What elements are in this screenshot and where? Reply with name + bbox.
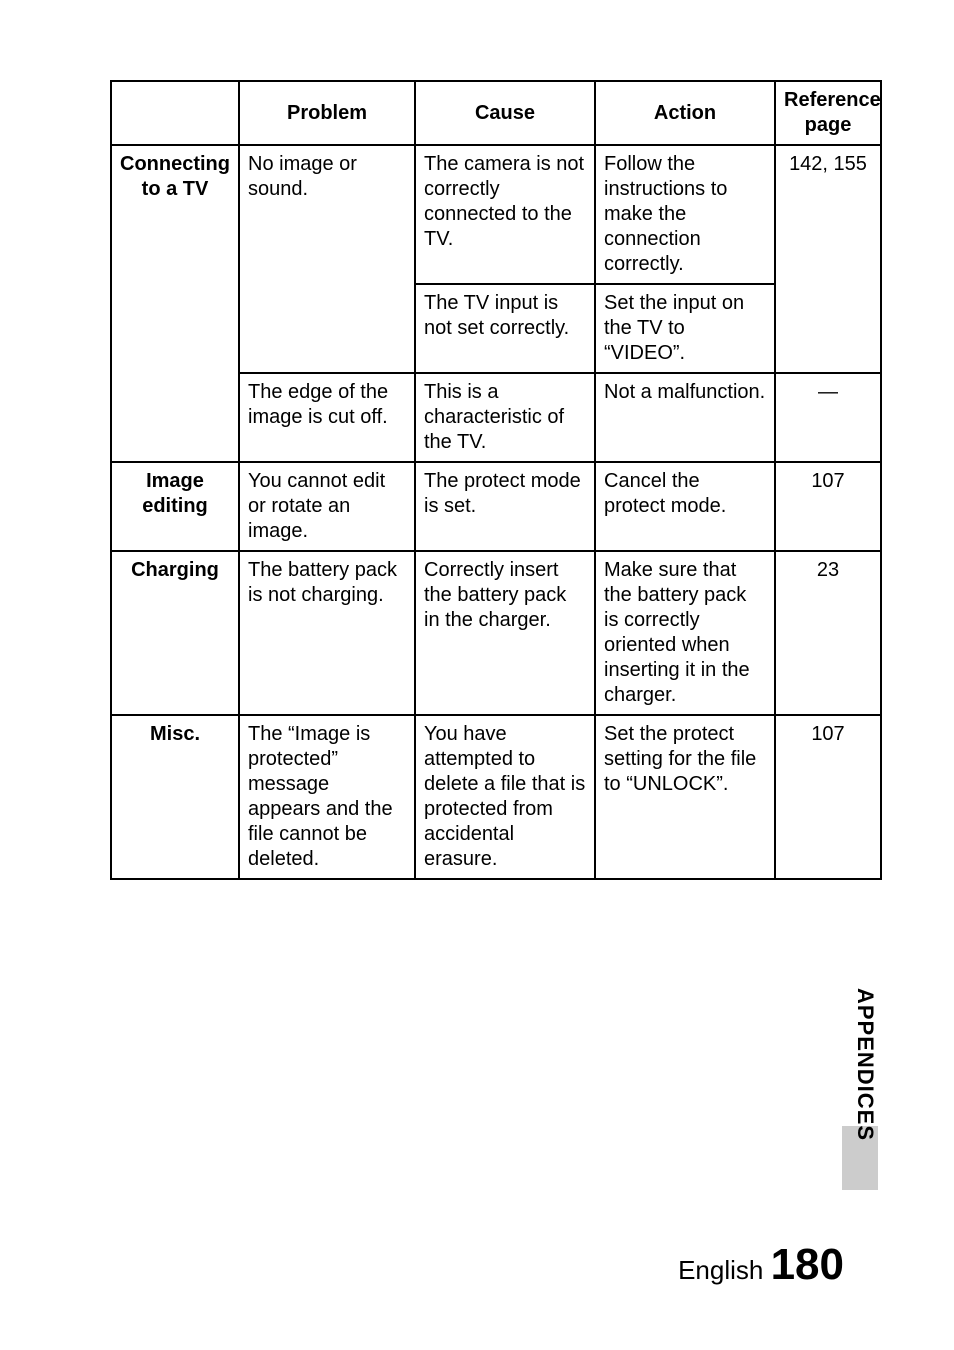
cell-action: Follow the instructions to make the conn… xyxy=(595,145,775,284)
header-action: Action xyxy=(595,81,775,145)
cell-problem: The edge of the image is cut off. xyxy=(239,373,415,462)
cell-cause: The camera is not correctly connected to… xyxy=(415,145,595,284)
page: Problem Cause Action Reference page Conn… xyxy=(0,0,954,1350)
category-charging: Charging xyxy=(111,551,239,715)
cell-action: Not a malfunction. xyxy=(595,373,775,462)
cell-reference: — xyxy=(775,373,881,462)
cell-cause: Correctly insert the battery pack in the… xyxy=(415,551,595,715)
footer-language: English xyxy=(678,1255,763,1285)
cell-problem: The “Image is protected” message appears… xyxy=(239,715,415,879)
table-header-row: Problem Cause Action Reference page xyxy=(111,81,881,145)
page-footer: English 180 xyxy=(678,1240,844,1290)
table-row: Charging The battery pack is not chargin… xyxy=(111,551,881,715)
cell-problem: The battery pack is not charging. xyxy=(239,551,415,715)
header-reference: Reference page xyxy=(775,81,881,145)
category-image-editing: Image editing xyxy=(111,462,239,551)
cell-action: Set the input on the TV to “VIDEO”. xyxy=(595,284,775,373)
table-row: Misc. The “Image is protected” message a… xyxy=(111,715,881,879)
category-connecting-tv: Connecting to a TV xyxy=(111,145,239,462)
table-row: Image editing You cannot edit or rotate … xyxy=(111,462,881,551)
table-row: Connecting to a TV No image or sound. Th… xyxy=(111,145,881,284)
header-category xyxy=(111,81,239,145)
cell-problem: You cannot edit or rotate an image. xyxy=(239,462,415,551)
cell-action: Set the protect setting for the file to … xyxy=(595,715,775,879)
cell-cause: You have attempted to delete a file that… xyxy=(415,715,595,879)
cell-action: Make sure that the battery pack is corre… xyxy=(595,551,775,715)
cell-cause: The TV input is not set correctly. xyxy=(415,284,595,373)
footer-page-number: 180 xyxy=(771,1240,844,1289)
cell-problem: No image or sound. xyxy=(239,145,415,373)
header-cause: Cause xyxy=(415,81,595,145)
cell-cause: The protect mode is set. xyxy=(415,462,595,551)
category-misc: Misc. xyxy=(111,715,239,879)
cell-reference: 23 xyxy=(775,551,881,715)
cell-reference: 142, 155 xyxy=(775,145,881,373)
cell-reference: 107 xyxy=(775,715,881,879)
cell-reference: 107 xyxy=(775,462,881,551)
side-tab-label: APPENDICES xyxy=(842,940,878,1190)
side-tab: APPENDICES xyxy=(842,940,878,1190)
cell-action: Cancel the protect mode. xyxy=(595,462,775,551)
header-problem: Problem xyxy=(239,81,415,145)
cell-cause: This is a characteristic of the TV. xyxy=(415,373,595,462)
troubleshooting-table: Problem Cause Action Reference page Conn… xyxy=(110,80,882,880)
